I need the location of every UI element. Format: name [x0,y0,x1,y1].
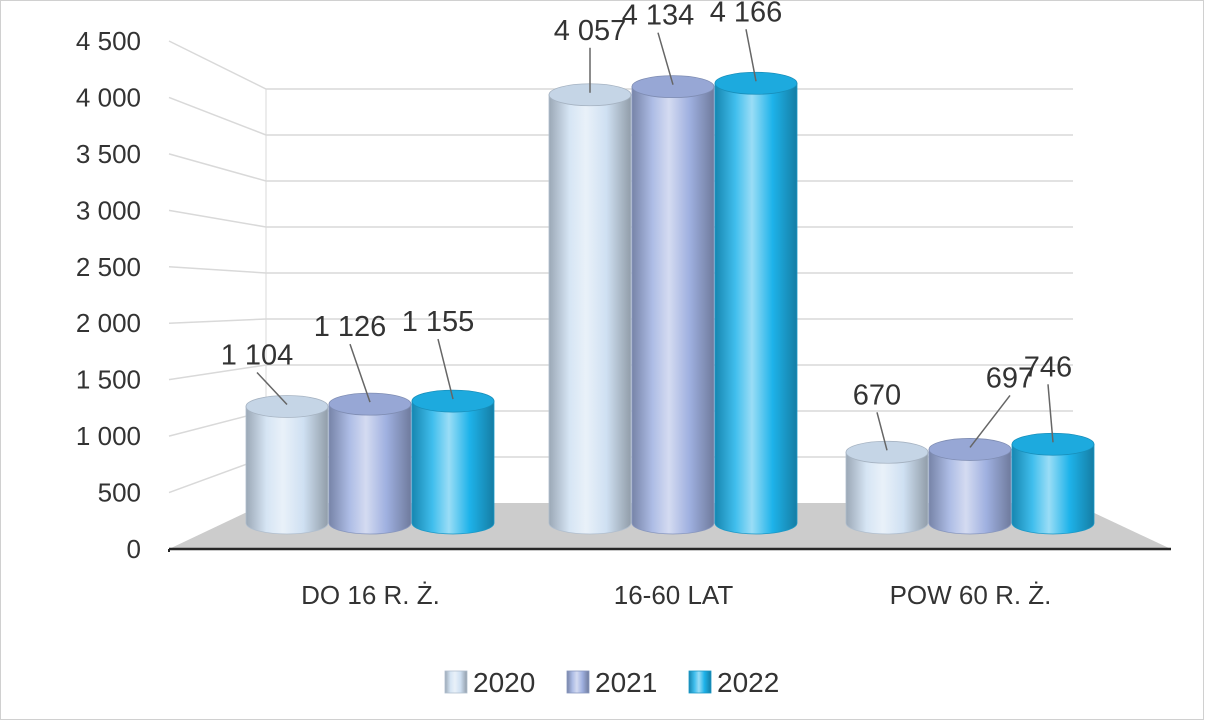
legend-swatch [444,670,468,694]
y-tick-label: 2 000 [76,308,141,338]
category-label: 16-60 LAT [614,580,734,610]
data-label: 4 057 [554,15,627,47]
y-axis-tick-labels: 0 500 1 000 1 500 2 000 2 500 3 000 3 500 4 000 4… [76,26,141,564]
category-label: POW 60 R. Ż. [890,580,1052,610]
y-tick-label: 1 500 [76,365,141,395]
bar-2020-0 [245,395,329,535]
bar-2020-1 [548,83,632,535]
bar-2022-1 [714,71,798,535]
bar-2022-0 [411,389,495,535]
leader-line [745,29,757,82]
grid-lines [168,40,1073,494]
data-label: 1 104 [221,339,294,371]
data-label: 1 155 [402,306,475,338]
leader-line [969,394,1011,448]
legend: 2020 2021 2022 [444,667,779,698]
bar-2021-2 [928,438,1012,535]
bar-2021-0 [328,392,412,535]
grid-line [168,40,1073,90]
y-tick-label: 500 [98,478,141,508]
y-tick-label: 0 [127,534,141,564]
grid-line [168,266,1073,274]
grid-line [168,318,1073,324]
bar-2021-1 [631,75,715,535]
grid-line [168,153,1073,182]
grid-line [168,96,1073,136]
y-tick-label: 4 500 [76,26,141,56]
legend-item-2022: 2022 [688,667,779,698]
category-label: DO 16 R. Ż. [301,580,440,610]
legend-label: 2022 [717,667,779,698]
bar-2022-2 [1011,432,1095,535]
legend-label: 2021 [595,667,657,698]
leader-line [256,371,288,405]
leader-line [437,338,454,400]
grid-line [168,364,1073,381]
leader-line [1047,384,1054,443]
data-label-leaders [256,29,1054,451]
data-label: 697 [986,362,1034,394]
data-label: 746 [1024,351,1072,383]
data-label: 4 134 [622,1,695,32]
y-tick-label: 2 500 [76,252,141,282]
leader-line [876,412,888,451]
data-label: 1 126 [314,311,387,343]
legend-item-2020: 2020 [444,667,535,698]
y-tick-label: 3 000 [76,195,141,225]
legend-item-2021: 2021 [566,667,657,698]
legend-swatch [688,670,712,694]
grid-line [168,209,1073,228]
data-label: 4 166 [710,1,783,28]
y-tick-label: 4 000 [76,82,141,112]
legend-swatch [566,670,590,694]
leader-line [657,32,674,85]
legend-label: 2020 [473,667,535,698]
category-labels: DO 16 R. Ż. 16-60 LAT POW 60 R. Ż. [301,580,1051,610]
y-tick-label: 1 000 [76,421,141,451]
y-tick-label: 3 500 [76,139,141,169]
leader-line [349,343,371,403]
data-label: 670 [853,379,901,411]
bar-2020-2 [845,440,929,535]
bars [245,71,1095,535]
